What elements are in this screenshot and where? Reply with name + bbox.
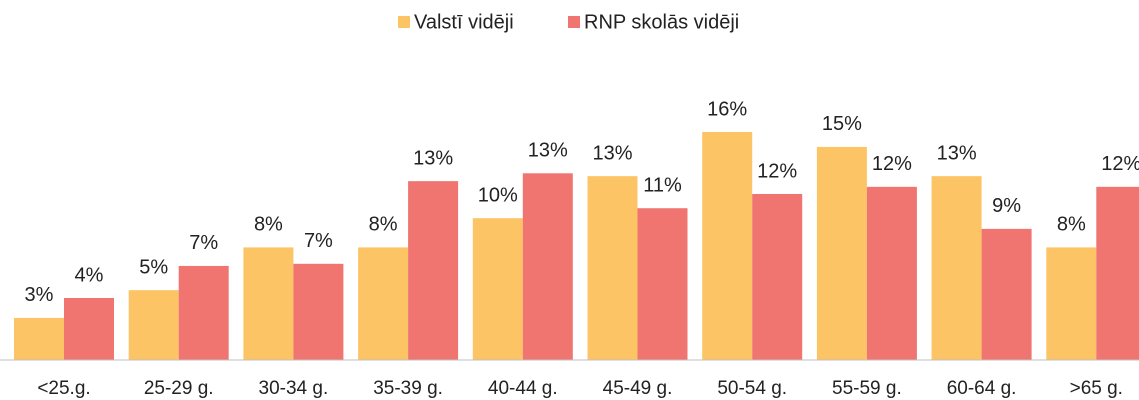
- x-tick-label: 40-44 g.: [488, 378, 558, 399]
- bar: [472, 218, 523, 360]
- x-tick-label: 45-49 g.: [603, 378, 673, 399]
- bar: [178, 265, 229, 360]
- bar: [408, 181, 459, 360]
- value-label: 10%: [478, 184, 518, 206]
- legend-swatch: [568, 16, 580, 28]
- bar: [1096, 186, 1139, 360]
- value-label: 4%: [75, 264, 104, 286]
- bar: [816, 146, 867, 360]
- value-label: 7%: [304, 230, 333, 252]
- bar: [702, 131, 753, 360]
- bar: [243, 247, 294, 360]
- x-tick-label: 30-34 g.: [259, 378, 329, 399]
- value-label: 8%: [369, 214, 398, 236]
- bar: [1046, 247, 1097, 360]
- bar: [358, 247, 409, 360]
- bar: [587, 176, 638, 360]
- bar: [866, 186, 917, 360]
- x-tick-label: 50-54 g.: [717, 378, 787, 399]
- x-tick-label: 60-64 g.: [947, 378, 1017, 399]
- value-label: 16%: [707, 98, 747, 120]
- x-tick-label: 55-59 g.: [832, 378, 902, 399]
- bar: [637, 208, 688, 360]
- value-label: 8%: [254, 214, 283, 236]
- value-label: 5%: [139, 256, 168, 278]
- bar: [64, 298, 114, 360]
- legend-label: Valstī vidēji: [414, 11, 514, 33]
- legend-swatch: [398, 16, 410, 28]
- value-label: 13%: [413, 147, 453, 169]
- value-label: 12%: [1101, 153, 1139, 175]
- value-label: 11%: [643, 175, 682, 197]
- x-tick-label: 35-39 g.: [373, 378, 443, 399]
- bar: [522, 173, 573, 360]
- value-label: 13%: [937, 142, 977, 164]
- bar: [14, 317, 64, 360]
- value-label: 8%: [1057, 214, 1086, 236]
- bar: [981, 228, 1032, 360]
- value-label: 12%: [757, 160, 797, 182]
- bar: [752, 193, 803, 360]
- value-label: 12%: [872, 153, 912, 175]
- value-label: 15%: [822, 113, 862, 135]
- bar: [293, 263, 344, 360]
- bar: [128, 290, 179, 360]
- value-label: 3%: [25, 284, 54, 306]
- x-tick-label: >65 g.: [1070, 378, 1123, 399]
- x-tick-label: 25-29 g.: [144, 378, 214, 399]
- x-tick-label: <25.g.: [37, 378, 90, 399]
- value-label: 7%: [189, 232, 218, 254]
- value-label: 13%: [592, 142, 632, 164]
- value-label: 13%: [528, 140, 568, 162]
- value-label: 9%: [992, 195, 1021, 217]
- bar: [931, 176, 982, 360]
- legend-label: RNP skolās vidēji: [584, 11, 739, 33]
